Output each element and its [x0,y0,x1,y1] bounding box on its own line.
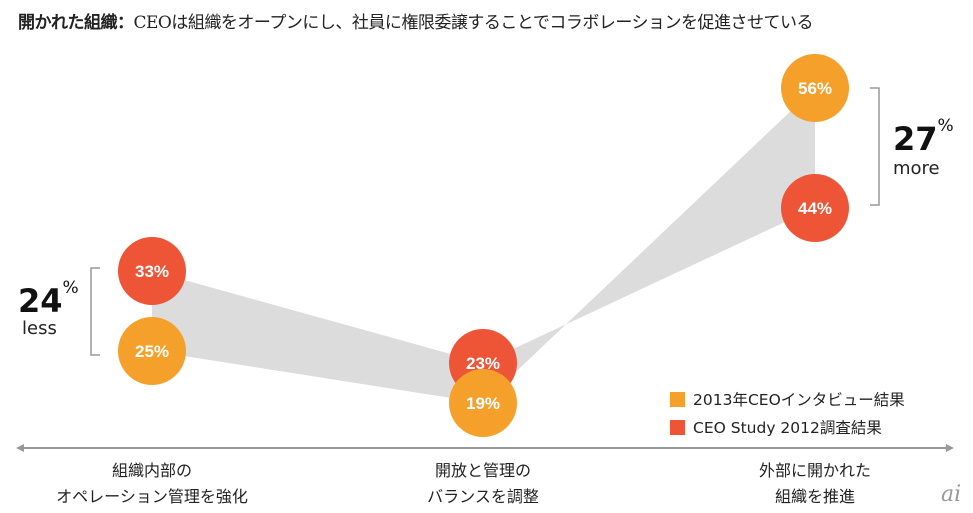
data-point [781,54,849,122]
legend-item-2012: CEO Study 2012調査結果 [670,416,882,438]
axis-arrow-left [16,444,24,452]
data-label: 23% [466,354,500,373]
annotation-right-value: 27% [893,116,954,158]
category-label-2: 外部に開かれた 組織を推進 [758,461,871,506]
bracket-right [870,87,880,206]
legend-swatch [670,391,685,407]
data-point [118,317,186,385]
legend-swatch [670,419,685,435]
annotation-left-value: 24% [18,278,79,320]
difference-band [152,88,815,403]
data-label: 33% [135,262,169,281]
data-label: 25% [135,342,169,361]
data-point [781,174,849,242]
legend-item-2013: 2013年CEOインタビュー結果 [670,388,905,410]
annotation-right-text: more [893,158,940,179]
data-label: 19% [466,394,500,413]
bracket-left [90,267,100,356]
axis-arrow-right [946,444,954,452]
data-label: 44% [798,199,832,218]
data-label: 56% [798,79,832,98]
chart-title: 開かれた組織：CEOは組織をオープンにし、社員に権限委譲することでコラボレーショ… [18,13,813,33]
site-logo: ai [941,482,962,507]
data-point [449,369,517,437]
category-label-0: 組織内部の オペレーション管理を強化 [56,461,248,506]
annotation-left-text: less [22,318,57,339]
data-point [118,237,186,305]
category-label-1: 開放と管理の バランスを調整 [427,461,539,506]
